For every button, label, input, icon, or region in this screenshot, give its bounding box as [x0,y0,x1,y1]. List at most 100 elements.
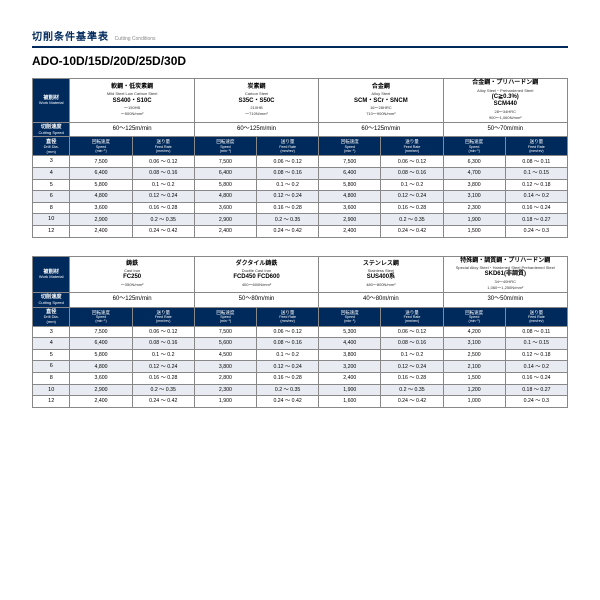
material-0: 鋳鉄Cast IronFC250～350N/mm² [70,256,194,293]
rotation-header: 回転速度Speed(min⁻¹) [194,307,256,326]
feed-cell: 0.06 ～ 0.12 [132,326,194,338]
rotation-cell: 3,800 [319,349,381,361]
feed-header: 送り量Feed Rate(mm/rev) [505,137,567,156]
diameter-cell: 6 [33,361,70,373]
rotation-cell: 2,400 [70,226,132,238]
rotation-cell: 1,000 [443,396,505,408]
rotation-cell: 2,800 [194,372,256,384]
work-material-label: 被削材Work Material [33,256,70,293]
rotation-cell: 2,300 [443,202,505,214]
feed-cell: 0.24 ～ 0.42 [132,226,194,238]
diameter-cell: 6 [33,191,70,203]
material-3: 合金鋼・プリハードン鋼Alloy Steel・Prehardened Steel… [443,79,567,123]
rotation-cell: 5,300 [319,326,381,338]
speed-0: 60～125m/min [70,293,194,307]
rotation-cell: 6,400 [70,338,132,350]
cutting-table-1: 被削材Work Material軟鋼・低炭素鋼Mild Steel Low Ca… [32,78,568,238]
feed-cell: 0.12 ～ 0.24 [257,191,319,203]
feed-header: 送り量Feed Rate(mm/rev) [257,307,319,326]
table-row: 102,9000.2 ～ 0.352,3000.2 ～ 0.351,9000.2… [33,384,568,396]
rotation-cell: 6,300 [443,156,505,168]
diameter-label: 直径Drill Dia.(mm) [33,137,70,156]
speed-1: 50～80m/min [194,293,318,307]
rotation-cell: 1,900 [443,214,505,226]
rotation-cell: 4,800 [70,191,132,203]
table-row: 55,8000.1 ～ 0.24,5000.1 ～ 0.23,8000.1 ～ … [33,349,568,361]
diameter-cell: 10 [33,384,70,396]
speed-0: 60～125m/min [70,123,194,137]
rotation-cell: 7,500 [194,326,256,338]
feed-cell: 0.2 ～ 0.35 [132,384,194,396]
rotation-cell: 3,100 [443,338,505,350]
feed-cell: 0.1 ～ 0.15 [505,168,567,180]
feed-cell: 0.24 ～ 0.42 [257,226,319,238]
material-1: 炭素鋼Carbon SteelS35C・S50C210HB～710N/mm² [194,79,318,123]
feed-cell: 0.16 ～ 0.28 [257,372,319,384]
rotation-cell: 7,500 [319,156,381,168]
diameter-cell: 3 [33,326,70,338]
table-row: 64,8000.12 ～ 0.244,8000.12 ～ 0.244,8000.… [33,191,568,203]
feed-cell: 0.16 ～ 0.24 [505,202,567,214]
rotation-cell: 2,400 [319,226,381,238]
table-row: 83,6000.16 ～ 0.283,6000.16 ～ 0.283,6000.… [33,202,568,214]
speed-2: 40～80m/min [319,293,443,307]
rotation-cell: 5,800 [70,179,132,191]
feed-cell: 0.06 ～ 0.12 [257,326,319,338]
table-row: 46,4000.08 ～ 0.166,4000.08 ～ 0.166,4000.… [33,168,568,180]
feed-cell: 0.24 ～ 0.42 [381,396,443,408]
rotation-header: 回転速度Speed(min⁻¹) [443,137,505,156]
feed-cell: 0.12 ～ 0.24 [257,361,319,373]
rotation-cell: 7,500 [194,156,256,168]
rotation-cell: 3,600 [319,202,381,214]
table-row: 64,8000.12 ～ 0.243,8000.12 ～ 0.243,2000.… [33,361,568,373]
rotation-cell: 5,800 [194,179,256,191]
rotation-cell: 1,500 [443,226,505,238]
diameter-cell: 10 [33,214,70,226]
feed-cell: 0.1 ～ 0.2 [381,349,443,361]
rotation-cell: 3,800 [194,361,256,373]
feed-cell: 0.2 ～ 0.35 [257,214,319,226]
feed-cell: 0.12 ～ 0.24 [132,191,194,203]
table-row: 37,5000.06 ～ 0.127,5000.06 ～ 0.127,5000.… [33,156,568,168]
diameter-cell: 4 [33,338,70,350]
rotation-cell: 3,600 [70,202,132,214]
rotation-cell: 3,600 [70,372,132,384]
feed-cell: 0.2 ～ 0.35 [257,384,319,396]
diameter-cell: 12 [33,226,70,238]
rotation-cell: 2,900 [319,214,381,226]
feed-cell: 0.24 ～ 0.3 [505,226,567,238]
feed-cell: 0.1 ～ 0.15 [505,338,567,350]
rotation-header: 回転速度Speed(min⁻¹) [70,307,132,326]
rotation-cell: 4,800 [70,361,132,373]
feed-cell: 0.1 ～ 0.2 [257,179,319,191]
rotation-cell: 2,900 [194,214,256,226]
feed-header: 送り量Feed Rate(mm/rev) [257,137,319,156]
rotation-cell: 3,800 [443,179,505,191]
rotation-cell: 7,500 [70,156,132,168]
feed-header: 送り量Feed Rate(mm/rev) [132,137,194,156]
table-row: 102,9000.2 ～ 0.352,9000.2 ～ 0.352,9000.2… [33,214,568,226]
rotation-cell: 4,500 [194,349,256,361]
rotation-cell: 2,400 [319,372,381,384]
feed-cell: 0.06 ～ 0.12 [257,156,319,168]
feed-cell: 0.08 ～ 0.16 [257,168,319,180]
rotation-cell: 7,500 [70,326,132,338]
diameter-cell: 8 [33,202,70,214]
feed-cell: 0.24 ～ 0.42 [257,396,319,408]
feed-cell: 0.2 ～ 0.35 [381,214,443,226]
rotation-cell: 1,600 [319,396,381,408]
diameter-cell: 5 [33,349,70,361]
table-row: 122,4000.24 ～ 0.421,9000.24 ～ 0.421,6000… [33,396,568,408]
material-0: 軟鋼・低炭素鋼Mild Steel Low Carbon SteelSS400・… [70,79,194,123]
rotation-cell: 2,900 [70,214,132,226]
feed-cell: 0.16 ～ 0.28 [257,202,319,214]
diameter-cell: 8 [33,372,70,384]
feed-header: 送り量Feed Rate(mm/rev) [381,137,443,156]
rotation-header: 回転速度Speed(min⁻¹) [70,137,132,156]
feed-header: 送り量Feed Rate(mm/rev) [132,307,194,326]
feed-cell: 0.08 ～ 0.11 [505,156,567,168]
rotation-header: 回転速度Speed(min⁻¹) [194,137,256,156]
rotation-cell: 2,300 [194,384,256,396]
feed-cell: 0.14 ～ 0.2 [505,361,567,373]
model-number: ADO-10D/15D/20D/25D/30D [32,54,568,68]
